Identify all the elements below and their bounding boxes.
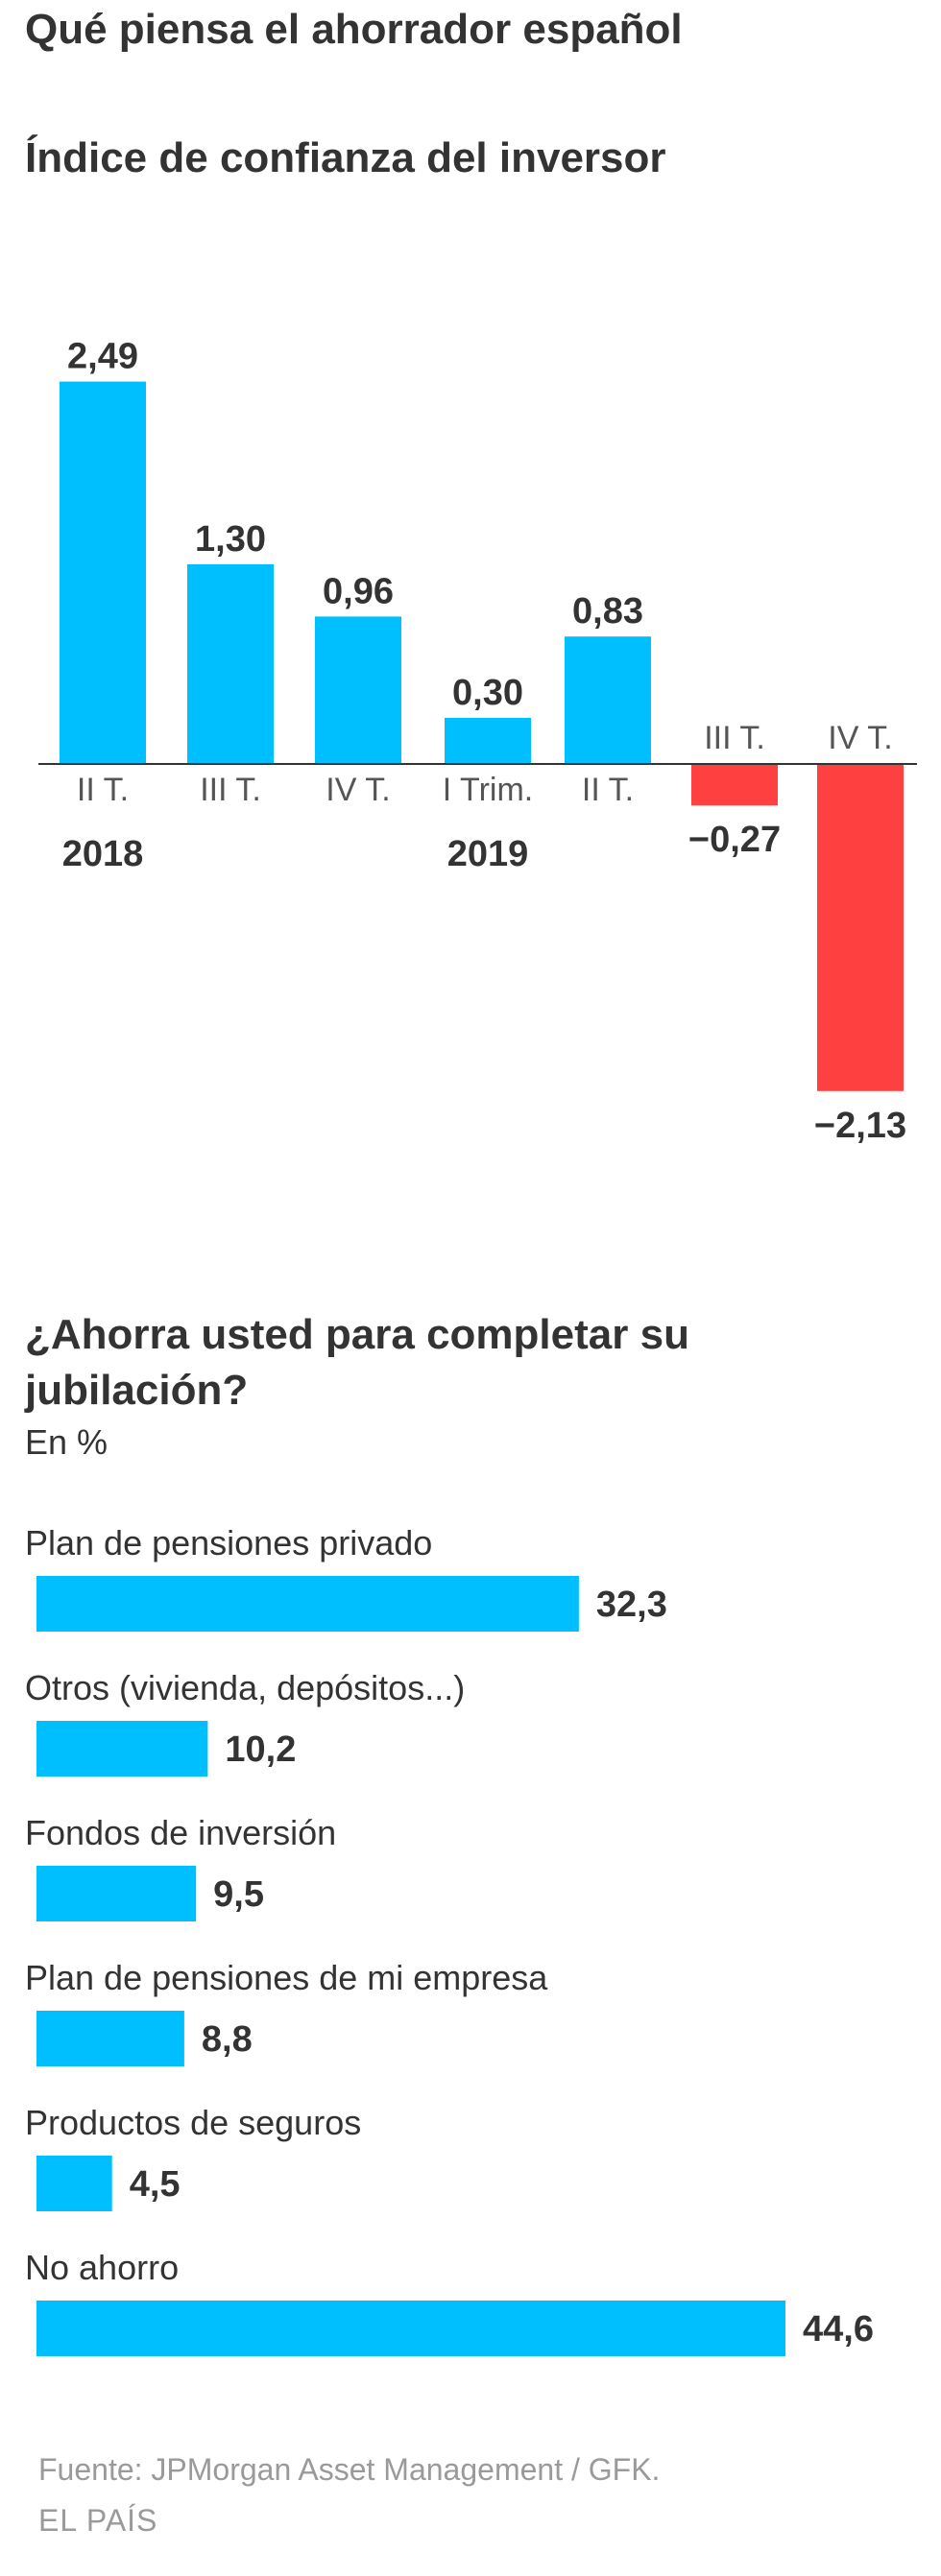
value-label-1: 2,49 — [67, 337, 138, 377]
category-label-1: Plan de pensiones privado — [25, 1523, 432, 1562]
category-label-6: No ahorro — [25, 2248, 179, 2287]
retirement-savings-chart: Plan de pensiones privado 32,3 Otros (vivi… — [25, 1523, 874, 2356]
category-label-2: Otros (vivienda, depósitos...) — [25, 1668, 465, 1707]
category-label-1: II T. — [77, 772, 129, 808]
page-title: Qué piensa el ahorrador español — [25, 6, 683, 53]
category-label-5: Productos de seguros — [25, 2103, 361, 2142]
category-label-7: IV T. — [828, 720, 892, 756]
source-note: Fuente: JPMorgan Asset Management / GFK. — [38, 2452, 661, 2487]
hbar-value-5: 4,5 — [130, 2164, 181, 2205]
hbar-4 — [36, 2011, 184, 2066]
hbar-1 — [36, 1576, 579, 1632]
bar-6 — [691, 764, 778, 806]
category-label-3: IV T. — [326, 772, 390, 808]
hbar-value-3: 9,5 — [213, 1874, 264, 1915]
confidence-index-chart: 2,49 II T. 1,30 III T. 0,96 IV T. 0,30 I Trim. 0… — [38, 337, 917, 1146]
bar-7 — [817, 764, 904, 1091]
value-label-2: 1,30 — [195, 519, 266, 560]
year-label-2019: 2019 — [447, 834, 529, 874]
value-label-7: −2,13 — [814, 1106, 906, 1146]
publisher-brand: EL PAÍS — [38, 2503, 158, 2538]
category-label-6: III T. — [704, 720, 765, 756]
bar-4 — [445, 718, 531, 764]
category-label-4: I Trim. — [443, 772, 533, 808]
hbar-value-2: 10,2 — [225, 1729, 296, 1770]
chart-title-confidence-index: Índice de confianza del inversor — [25, 134, 666, 181]
category-label-5: II T. — [582, 772, 634, 808]
hbar-2 — [36, 1721, 208, 1777]
value-label-3: 0,96 — [323, 571, 394, 611]
hbar-value-1: 32,3 — [596, 1585, 667, 1625]
category-label-3: Fondos de inversión — [25, 1813, 336, 1852]
year-label-2018: 2018 — [62, 834, 144, 874]
unit-label: En % — [25, 1422, 109, 1462]
hbar-3 — [36, 1866, 197, 1921]
bar-5 — [565, 636, 651, 764]
hbar-6 — [36, 2301, 785, 2356]
value-label-4: 0,30 — [452, 673, 523, 713]
bar-1 — [60, 381, 146, 764]
category-label-4: Plan de pensiones de mi empresa — [25, 1958, 548, 1997]
bar-2 — [187, 564, 274, 764]
hbar-value-4: 8,8 — [202, 2019, 253, 2060]
hbar-value-6: 44,6 — [803, 2309, 874, 2349]
bar-3 — [315, 616, 401, 764]
value-label-6: −0,27 — [688, 820, 781, 860]
chart-title-retirement-savings: ¿Ahorra usted para completar su jubilaci… — [25, 1311, 689, 1414]
value-label-5: 0,83 — [572, 591, 643, 632]
hbar-5 — [36, 2156, 112, 2211]
category-label-2: III T. — [200, 772, 261, 808]
